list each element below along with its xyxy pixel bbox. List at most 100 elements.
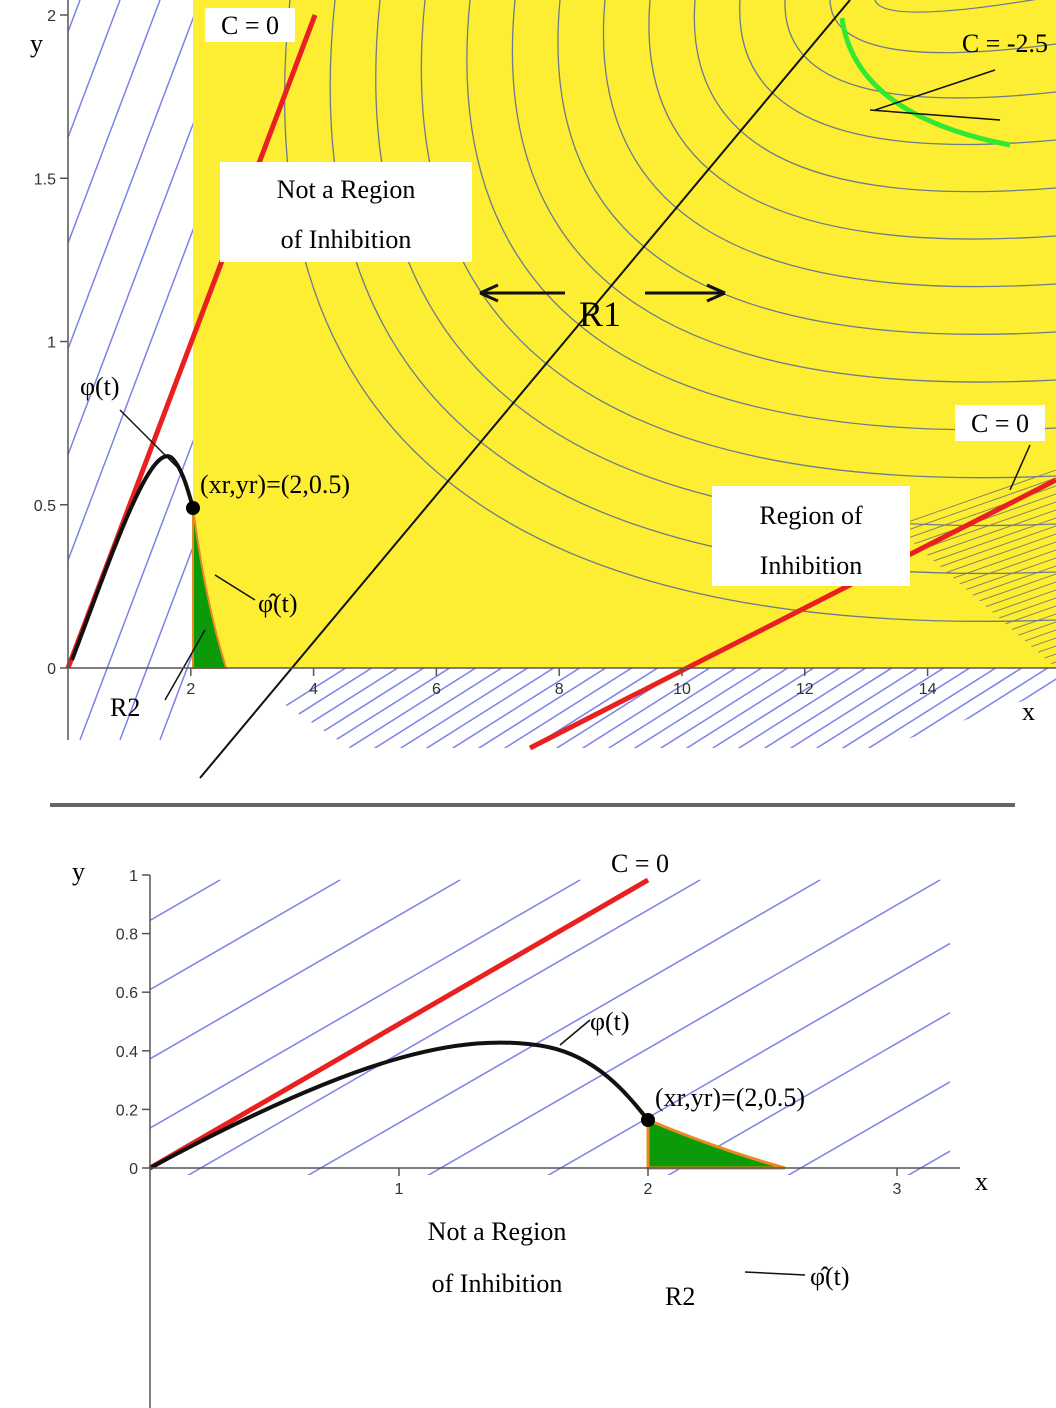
contour: [874, 0, 1037, 13]
point: [186, 501, 200, 515]
x-tick-label: 4: [309, 681, 318, 698]
hatch-line: [537, 668, 729, 748]
axis-label: y: [30, 29, 43, 58]
y-tick-label: 0.6: [116, 985, 138, 1002]
hatch-line: [641, 668, 833, 748]
x-tick-label: 1: [395, 1181, 404, 1198]
hatch-line: [800, 694, 1056, 784]
x-tick-label: 6: [432, 681, 441, 698]
y-tick-label: 0: [47, 661, 56, 678]
contour: [784, 0, 1056, 99]
axis-label: x: [1022, 697, 1035, 726]
annotation: C = 0: [221, 11, 279, 40]
annotation: of Inhibition: [432, 1269, 563, 1298]
contour: [829, 0, 1056, 54]
annotation: φ(t): [590, 1007, 630, 1036]
hatch-line: [771, 668, 963, 748]
arrow: [706, 283, 726, 295]
annotation: R2: [665, 1282, 695, 1311]
r2-region: [646, 1117, 786, 1170]
hatch-line: [79, 439, 193, 740]
hatch-line: [150, 879, 221, 922]
contour: [557, 0, 1056, 335]
arrow: [479, 291, 499, 303]
y-tick-label: 0.4: [116, 1044, 138, 1061]
y-tick-label: 1: [129, 868, 138, 885]
label-box: [205, 8, 295, 42]
hatch-line: [563, 668, 755, 748]
hatch-line: [187, 879, 701, 1175]
hatch-line: [667, 668, 859, 748]
hatch-line: [615, 668, 807, 748]
hatch-line: [459, 668, 651, 748]
hatch-line: [797, 668, 989, 748]
y-tick-label: 0.8: [116, 927, 138, 944]
leader: [744, 1271, 806, 1276]
phi-curve: [70, 454, 195, 661]
hatch-line: [150, 879, 341, 991]
x-tick-label: 2: [186, 681, 195, 698]
red-line: [148, 877, 650, 1171]
hatch-line: [693, 668, 885, 748]
contour: [739, 0, 1056, 146]
annotation: φ(t): [80, 372, 120, 401]
hatch-line: [433, 668, 625, 748]
hatch-line: [745, 668, 937, 748]
x-tick-label: 3: [893, 1181, 902, 1198]
label-box: [712, 486, 910, 586]
hatch-line: [68, 227, 193, 563]
divider-line: [199, 0, 851, 779]
leader: [164, 629, 206, 701]
contour: [693, 0, 1056, 193]
hatch-line: [485, 668, 677, 748]
annotation: φ̂(t): [258, 589, 298, 618]
hatch-line: [407, 668, 599, 748]
y-tick-label: 1.5: [34, 171, 56, 188]
annotation: Not a Region: [428, 1217, 567, 1246]
hatch-line: [119, 544, 193, 740]
y-tick-label: 0: [129, 1161, 138, 1178]
annotation: R2: [110, 693, 140, 722]
axis-label: y: [72, 857, 85, 886]
hatch-line: [329, 668, 521, 748]
leader: [874, 69, 996, 111]
hatch-line: [68, 122, 193, 457]
hatch-line: [800, 686, 1056, 776]
hatch-line: [667, 1011, 950, 1175]
x-tick-label: 12: [796, 681, 814, 698]
hatch-line: [307, 879, 821, 1175]
contour: [602, 0, 1056, 288]
leader: [119, 409, 181, 471]
y-tick-label: 0.2: [116, 1102, 138, 1119]
label-box: [955, 405, 1045, 441]
hatch-line: [68, 0, 121, 140]
annotation: (xr,yr)=(2,0.5): [655, 1083, 805, 1112]
hatch-line: [787, 1081, 950, 1175]
y-tick-label: 0.5: [34, 498, 56, 515]
hatch-line: [150, 879, 461, 1060]
hatch-line: [68, 0, 161, 246]
red-line: [528, 477, 1056, 751]
y-tick-label: 2: [47, 8, 56, 25]
contour: [466, 0, 1056, 431]
x-tick-label: 2: [644, 1181, 653, 1198]
hatch-line: [907, 1150, 950, 1175]
leader: [869, 109, 1001, 121]
hatch-line: [823, 668, 1015, 748]
arrow: [706, 291, 726, 303]
leader: [214, 574, 256, 601]
x-tick-label: 14: [919, 681, 937, 698]
point: [641, 1113, 655, 1127]
contour: [648, 0, 1056, 240]
hatch-line: [68, 16, 193, 351]
contour: [511, 0, 1056, 383]
annotation: C = 0: [971, 409, 1029, 438]
hatch-line: [355, 668, 547, 748]
hatch-line: [719, 668, 911, 748]
leader: [1009, 444, 1031, 491]
y-tick-label: 1: [47, 335, 56, 352]
annotation: C = -2.5: [962, 29, 1048, 58]
